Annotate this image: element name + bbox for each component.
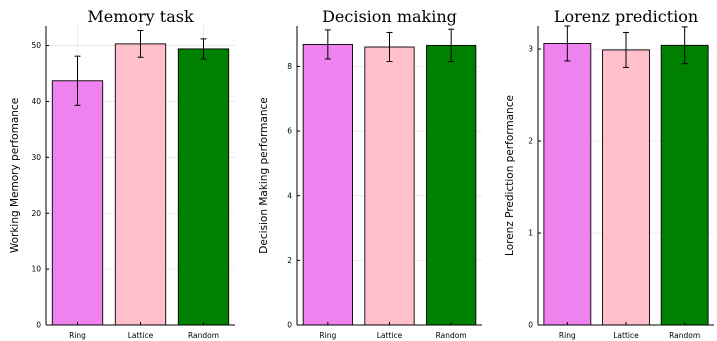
panel-1-xtick-label: Lattice (128, 331, 154, 340)
panel-2-bar-random (426, 44, 477, 326)
panel-1-chart: Ring Lattice Random 0 10 20 30 40 50 Memory task W… (9, 7, 235, 340)
panel-2-chart: Ring Lattice Random 0 2 4 6 8 Decision making Dec… (258, 7, 482, 340)
panel-2-xtick-label: Random (436, 331, 467, 340)
panel-1-bar-lattice (114, 43, 167, 326)
panel-1-xtick-label: Random (188, 331, 219, 340)
panel-1-ytick-label: 50 (31, 41, 41, 50)
panel-1-xtick-label: Ring (69, 331, 86, 340)
panel-2-title: Decision making (322, 7, 457, 26)
panel-1-ytick-label: 10 (31, 265, 41, 274)
panel-2-xtick-label: Lattice (377, 331, 403, 340)
panel-1-ytick-label: 30 (31, 153, 41, 162)
panel-2-bar-ring (302, 43, 353, 326)
panel-2-y-axis-label: Decision Making performance (258, 97, 270, 253)
panel-2-ytick-label: 0 (287, 321, 292, 330)
panel-2-ytick-label: 4 (287, 191, 292, 200)
panel-1-bar-ring (51, 80, 104, 326)
panel-3-bar-lattice (602, 49, 650, 326)
panel-3-xtick-label: Ring (559, 331, 576, 340)
panel-3-bar-random (660, 44, 709, 326)
panel-3-bar-ring (543, 43, 592, 326)
panel-3-ytick-label: 2 (528, 137, 533, 146)
panel-2-ytick-label: 6 (287, 127, 292, 136)
panel-1-ytick-label: 20 (31, 209, 41, 218)
panel-3-chart: Ring Lattice Random 0 1 2 3 Lorenz prediction Lo… (504, 7, 714, 340)
panel-3-ytick-label: 0 (528, 321, 533, 330)
panel-3-xtick-label: Lattice (613, 331, 639, 340)
panel-2-xtick-label: Ring (319, 331, 336, 340)
panel-1-ytick-label: 0 (36, 321, 41, 330)
panel-3-title: Lorenz prediction (554, 7, 698, 26)
panel-2-bar-lattice (364, 46, 415, 326)
panel-1-title: Memory task (87, 7, 194, 26)
panel-3-y-axis-label: Lorenz Prediction performance (504, 95, 516, 256)
panel-2-ytick-label: 2 (287, 256, 292, 265)
panel-1-y-axis-label: Working Memory perfomance (9, 98, 21, 253)
panel-1-bar-random (177, 48, 230, 326)
panel-3-ytick-label: 1 (528, 229, 533, 238)
panel-3-xtick-label: Random (669, 331, 700, 340)
panel-3-ytick-label: 3 (528, 45, 533, 54)
panel-1-ytick-label: 40 (31, 97, 41, 106)
panel-2-ytick-label: 8 (287, 62, 292, 71)
